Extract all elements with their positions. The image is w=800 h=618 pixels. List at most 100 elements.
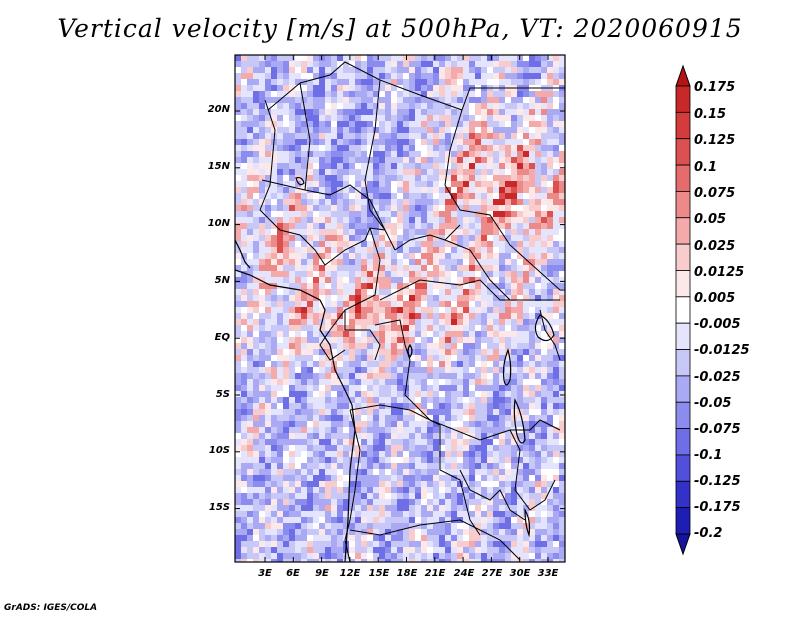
field-cell	[535, 367, 541, 373]
field-cell	[559, 211, 565, 217]
field-cell	[277, 301, 283, 307]
field-cell	[349, 541, 355, 547]
field-cell	[493, 109, 499, 115]
field-cell	[325, 139, 331, 145]
field-cell	[403, 547, 409, 553]
field-cell	[253, 373, 259, 379]
field-cell	[421, 331, 427, 337]
field-cell	[373, 481, 379, 487]
field-cell	[493, 211, 499, 217]
field-cell	[277, 91, 283, 97]
field-cell	[439, 361, 445, 367]
field-cell	[445, 499, 451, 505]
field-cell	[535, 199, 541, 205]
field-cell	[529, 385, 535, 391]
field-cell	[247, 391, 253, 397]
field-cell	[559, 553, 565, 559]
field-cell	[457, 271, 463, 277]
field-cell	[397, 343, 403, 349]
field-cell	[313, 247, 319, 253]
field-cell	[355, 217, 361, 223]
field-cell	[559, 373, 565, 379]
field-cell	[553, 223, 559, 229]
field-cell	[385, 85, 391, 91]
field-cell	[511, 553, 517, 559]
field-cell	[487, 187, 493, 193]
field-cell	[265, 379, 271, 385]
field-cell	[379, 205, 385, 211]
field-cell	[319, 487, 325, 493]
field-cell	[475, 493, 481, 499]
field-cell	[235, 373, 241, 379]
field-cell	[475, 379, 481, 385]
field-cell	[265, 229, 271, 235]
field-cell	[427, 517, 433, 523]
field-cell	[241, 481, 247, 487]
field-cell	[457, 427, 463, 433]
field-cell	[499, 79, 505, 85]
field-cell	[391, 283, 397, 289]
field-cell	[385, 133, 391, 139]
field-cell	[409, 145, 415, 151]
field-cell	[457, 217, 463, 223]
field-cell	[277, 151, 283, 157]
field-cell	[493, 559, 499, 562]
field-cell	[463, 271, 469, 277]
field-cell	[463, 415, 469, 421]
field-cell	[535, 385, 541, 391]
field-cell	[433, 199, 439, 205]
field-cell	[409, 121, 415, 127]
field-cell	[559, 445, 565, 451]
field-cell	[373, 331, 379, 337]
field-cell	[391, 499, 397, 505]
field-cell	[373, 277, 379, 283]
field-cell	[391, 427, 397, 433]
field-cell	[541, 109, 547, 115]
field-cell	[397, 217, 403, 223]
field-cell	[421, 295, 427, 301]
field-cell	[373, 361, 379, 367]
field-cell	[391, 271, 397, 277]
field-cell	[367, 55, 373, 61]
field-cell	[343, 391, 349, 397]
field-cell	[409, 373, 415, 379]
field-cell	[307, 475, 313, 481]
field-cell	[427, 211, 433, 217]
field-cell	[379, 253, 385, 259]
field-cell	[247, 121, 253, 127]
field-cell	[433, 115, 439, 121]
field-cell	[427, 217, 433, 223]
field-cell	[559, 349, 565, 355]
field-cell	[373, 217, 379, 223]
field-cell	[493, 265, 499, 271]
field-cell	[517, 541, 523, 547]
field-cell	[283, 145, 289, 151]
field-cell	[463, 61, 469, 67]
field-cell	[241, 445, 247, 451]
field-cell	[349, 139, 355, 145]
field-cell	[277, 427, 283, 433]
field-cell	[313, 331, 319, 337]
field-cell	[283, 85, 289, 91]
field-cell	[343, 373, 349, 379]
field-cell	[331, 97, 337, 103]
field-cell	[535, 463, 541, 469]
field-cell	[487, 469, 493, 475]
field-cell	[421, 325, 427, 331]
field-cell	[283, 427, 289, 433]
field-cell	[505, 193, 511, 199]
field-cell	[421, 223, 427, 229]
field-cell	[355, 337, 361, 343]
field-cell	[553, 415, 559, 421]
field-cell	[421, 391, 427, 397]
field-cell	[487, 91, 493, 97]
field-cell	[247, 91, 253, 97]
field-cell	[415, 415, 421, 421]
field-cell	[451, 79, 457, 85]
field-cell	[475, 55, 481, 61]
field-cell	[517, 457, 523, 463]
field-cell	[529, 313, 535, 319]
field-cell	[355, 475, 361, 481]
field-cell	[487, 289, 493, 295]
field-cell	[265, 223, 271, 229]
